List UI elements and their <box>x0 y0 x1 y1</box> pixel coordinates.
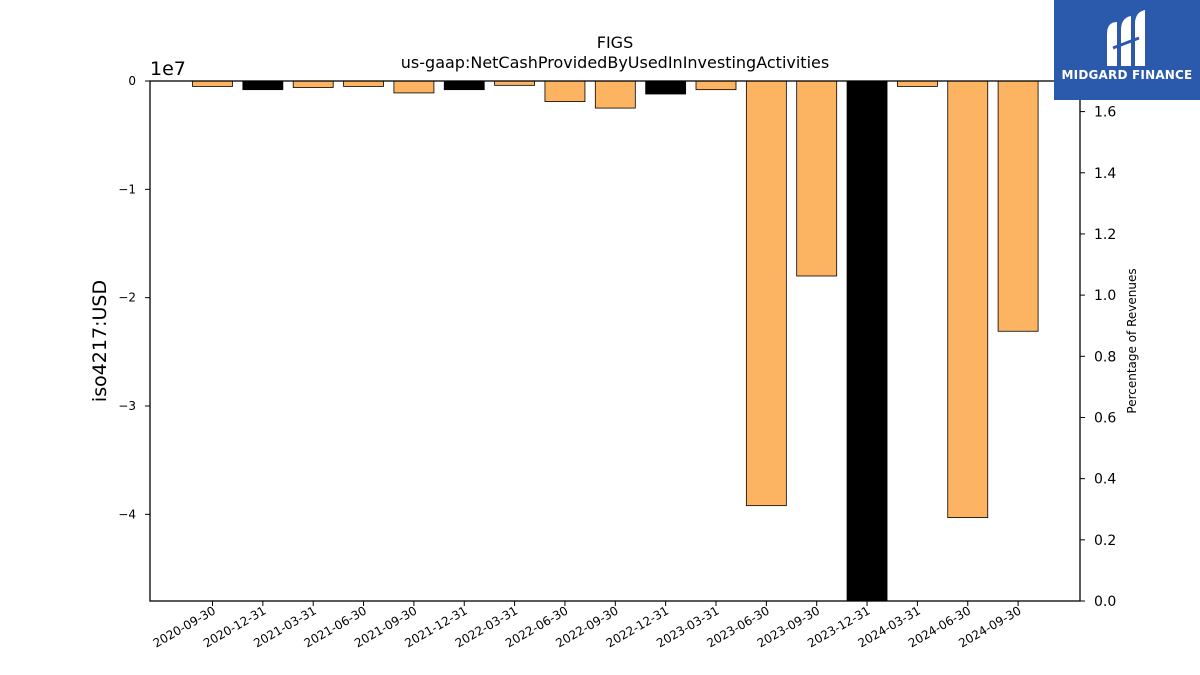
midgard-logo-icon <box>1107 10 1145 66</box>
y-tick-label: −3 <box>118 399 136 413</box>
y-offset-label: 1e7 <box>150 58 186 80</box>
bars <box>192 80 1039 602</box>
y2-tick-label: 1.4 <box>1094 166 1116 182</box>
bar-2024-09-30 <box>997 80 1039 332</box>
logo-text: MIDGARD FINANCE <box>1061 68 1193 82</box>
bar-2022-06-30 <box>544 80 586 102</box>
midgard-finance-logo: MIDGARD FINANCE <box>1054 0 1200 100</box>
y-axis: 0 −1 −2 −3 −4 <box>118 74 150 521</box>
y-tick-label: 0 <box>128 74 136 88</box>
y2-tick-label: 1.0 <box>1094 288 1116 304</box>
bar-2024-03-31 <box>897 80 938 87</box>
y2-axis: 0.0 0.2 0.4 0.6 0.8 1.0 1.2 1.4 1.6 <box>1080 105 1116 610</box>
y-tick-label: −1 <box>118 182 136 196</box>
bar-2024-06-30 <box>947 80 989 518</box>
y2-tick-label: 0.0 <box>1094 594 1116 610</box>
x-axis: 2020-09-302020-12-312021-03-312021-06-30… <box>151 601 1024 650</box>
bar-2020-09-30 <box>192 80 233 87</box>
bar-2021-06-30 <box>343 80 384 87</box>
y2-tick-label: 0.2 <box>1094 533 1116 549</box>
chart-subtitle: us-gaap:NetCashProvidedByUsedInInvesting… <box>401 53 829 72</box>
y-tick-label: −2 <box>118 291 136 305</box>
y2-tick-label: 0.4 <box>1094 472 1116 488</box>
bar-2022-09-30 <box>594 80 636 109</box>
y2-axis-label: Percentage of Revenues <box>1125 268 1139 413</box>
y2-tick-label: 0.8 <box>1094 349 1116 365</box>
bar-2021-09-30 <box>393 80 435 94</box>
bar-2022-12-31 <box>645 80 687 95</box>
bar-2023-06-30 <box>745 80 787 507</box>
y-axis-label: iso4217:USD <box>89 280 111 402</box>
y2-tick-label: 1.6 <box>1094 105 1116 121</box>
bar-2023-12-31 <box>846 80 888 602</box>
bar-2021-12-31 <box>443 80 485 91</box>
y2-tick-label: 0.6 <box>1094 410 1116 426</box>
y2-tick-label: 1.2 <box>1094 227 1116 243</box>
bar-2020-12-31 <box>242 80 284 91</box>
y-tick-label: −4 <box>118 507 136 521</box>
bar-2023-03-31 <box>695 80 737 91</box>
bar-2021-03-31 <box>292 80 334 88</box>
chart-title: FIGS <box>597 33 633 52</box>
plot-frame <box>149 80 1081 602</box>
bar-2023-09-30 <box>796 80 838 277</box>
